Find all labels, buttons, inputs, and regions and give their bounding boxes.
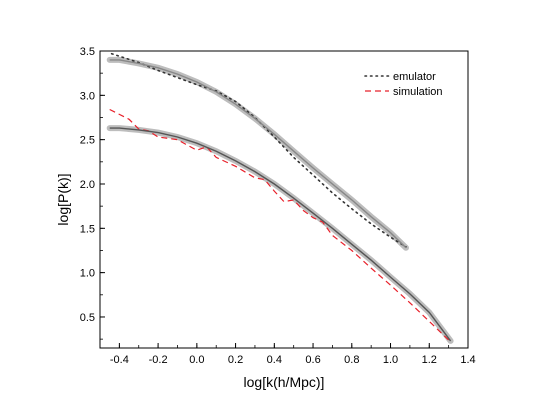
series-3-line — [109, 127, 452, 342]
plot-frame — [99, 50, 469, 349]
x-tick-label: 1.2 — [422, 354, 437, 366]
y-tick-label: 3.5 — [80, 46, 95, 58]
x-tick-label: 1.0 — [383, 354, 398, 366]
y-tick-label: 1.5 — [80, 223, 95, 235]
legend-label-emulator: emulator — [393, 71, 436, 83]
x-tick-label: -0.2 — [149, 354, 168, 366]
series-0-line — [110, 52, 407, 248]
band-layer — [106, 56, 454, 344]
x-tick-label: 1.4 — [460, 354, 475, 366]
y-tick-label: 1.0 — [80, 268, 95, 280]
legend: emulator simulation — [364, 71, 443, 98]
series-3-band — [106, 125, 454, 344]
x-ticks: -0.4 -0.2 0.0 0.2 0.4 0.6 0.8 1.0 1.2 1.4 — [99, 343, 476, 366]
y-tick-label: 3.0 — [80, 90, 95, 102]
x-axis-label: log[k(h/Mpc)] — [244, 374, 325, 390]
line-layer — [109, 52, 452, 342]
y-axis-label: log[P(k)] — [55, 173, 71, 225]
y-ticks: 0.5 1.0 1.5 2.0 2.5 3.0 3.5 — [80, 46, 105, 340]
y-tick-label: 0.5 — [80, 312, 95, 324]
legend-label-simulation: simulation — [393, 86, 443, 98]
series-1-line — [109, 59, 407, 249]
x-tick-label: 0.0 — [189, 354, 204, 366]
x-tick-label: 0.4 — [267, 354, 282, 366]
x-tick-label: -0.4 — [110, 354, 129, 366]
x-tick-label: 0.8 — [344, 354, 359, 366]
y-tick-label: 2.5 — [80, 135, 95, 147]
y-tick-label: 2.0 — [80, 179, 95, 191]
x-tick-label: 0.2 — [228, 354, 243, 366]
series-2-line — [109, 108, 450, 341]
x-tick-label: 0.6 — [305, 354, 320, 366]
series-1-band — [106, 56, 409, 251]
